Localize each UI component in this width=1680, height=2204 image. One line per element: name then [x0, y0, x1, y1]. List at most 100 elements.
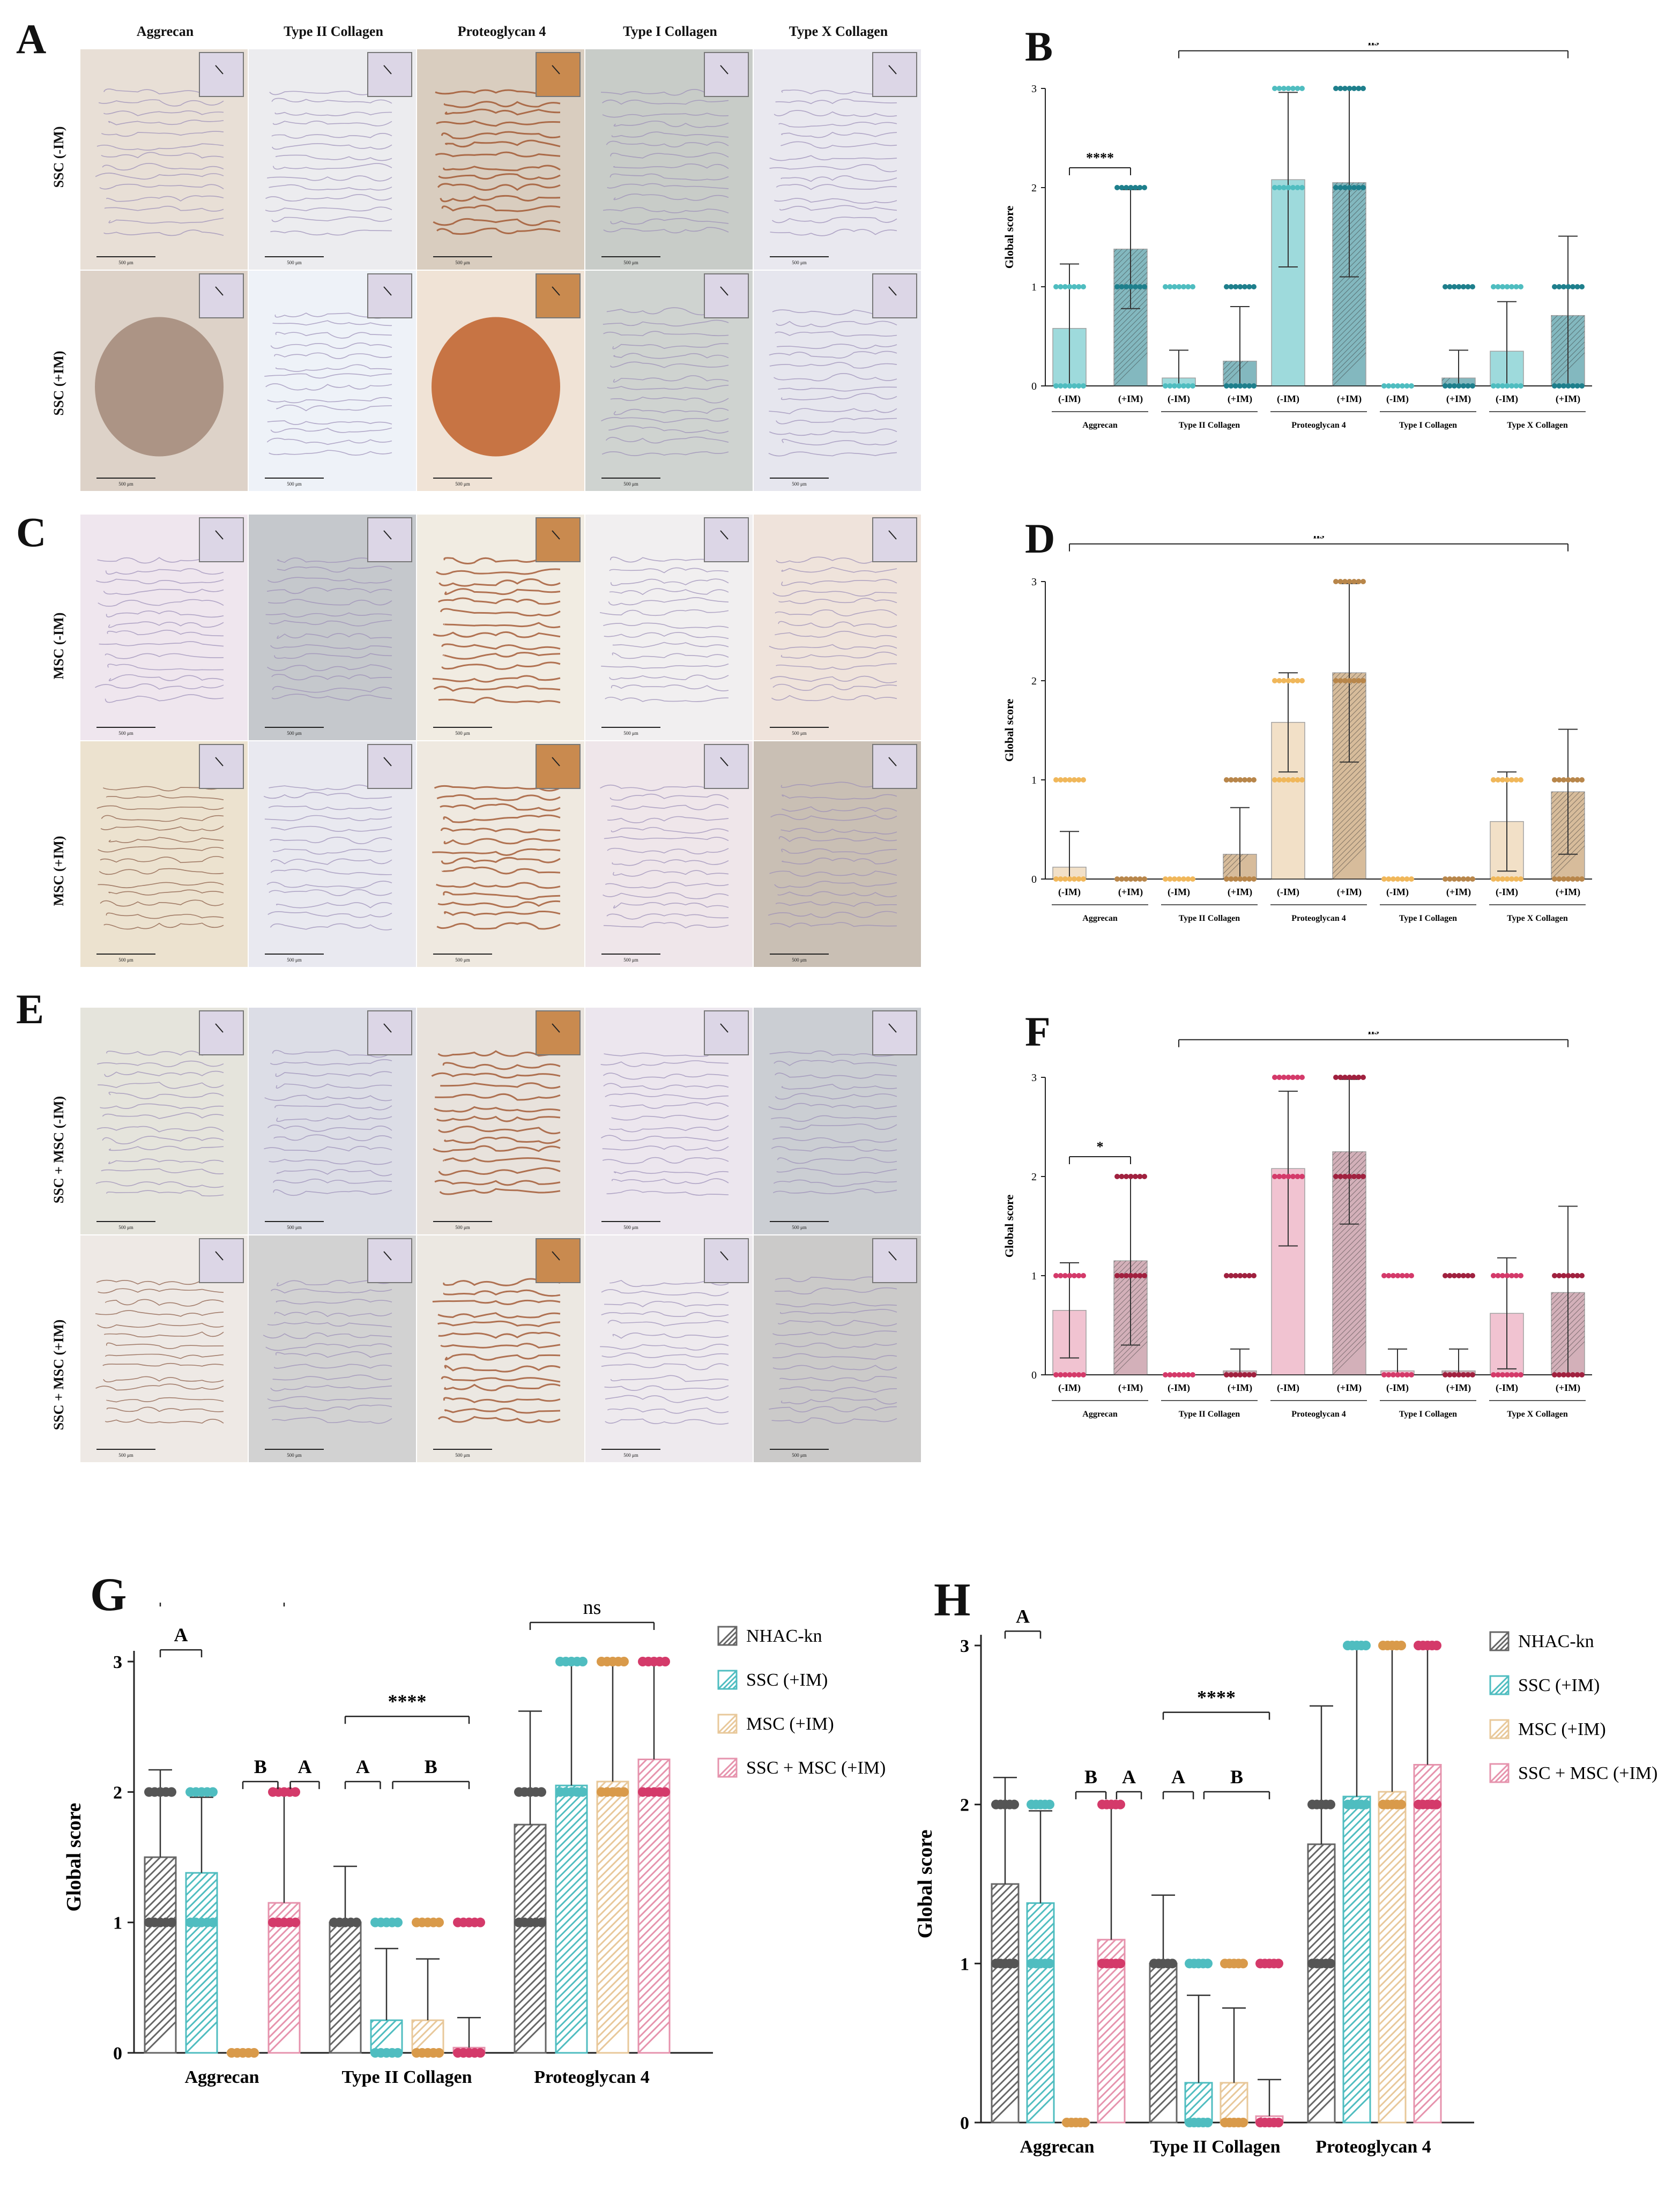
data-point [1518, 1372, 1523, 1378]
panel-label-b: B [1025, 23, 1053, 70]
bar-hatch [1378, 1847, 1407, 1876]
tissue-fiber [612, 1178, 729, 1185]
bar-hatch [1332, 320, 1366, 354]
legend-label: MSC (+IM) [1518, 1719, 1606, 1739]
data-point [1504, 876, 1510, 882]
data-point [1281, 1075, 1287, 1080]
bar-hatch [637, 1976, 671, 2009]
data-point [1518, 383, 1523, 389]
data-point [1561, 383, 1566, 389]
bar-hatch [1307, 1982, 1336, 2011]
tissue-fiber [270, 1059, 392, 1066]
data-point [1361, 579, 1366, 584]
bar-hatch [1332, 331, 1366, 365]
bar-hatch [1149, 1967, 1178, 1996]
data-point [1116, 1799, 1125, 1810]
tissue-fiber [607, 384, 729, 390]
bar-hatch [329, 1923, 362, 1956]
bar-hatch [1378, 2020, 1407, 2049]
inset-magnification [872, 52, 917, 97]
y-tick-label: 1 [1031, 281, 1037, 293]
bar-hatch [1342, 1960, 1371, 1989]
bar-hatch [596, 1803, 629, 1836]
bar-hatch [1551, 1292, 1575, 1316]
tissue-fiber [602, 1145, 729, 1151]
tissue-fiber [769, 428, 897, 436]
micrograph-a-r1-c2: 500 μm [417, 271, 584, 491]
data-point [1053, 1273, 1059, 1278]
tissue-fiber [778, 621, 897, 628]
data-point [1386, 876, 1392, 882]
bar-hatch [1342, 1982, 1371, 2011]
tissue-fiber [781, 848, 897, 854]
bar-hatch [991, 1990, 1020, 2019]
category-label: Aggrecan [1082, 421, 1118, 430]
bar-hatch [1332, 749, 1366, 783]
tissue-fiber [108, 1091, 224, 1099]
tissue-section-image: 500 μm [600, 1238, 749, 1458]
data-point [1290, 185, 1296, 190]
data-point [1167, 284, 1173, 289]
bar-hatch [1551, 315, 1558, 322]
bar-hatch [1378, 1840, 1407, 1868]
category-label: Type I Collagen [1399, 1410, 1457, 1419]
bar-hatch [1026, 1907, 1055, 1936]
category-label: Aggrecan [184, 2067, 259, 2087]
data-point [1124, 284, 1129, 289]
tissue-fiber [271, 1288, 392, 1294]
bar-hatch [1097, 1997, 1126, 2026]
bar-hatch [1332, 336, 1366, 370]
y-tick-label: 0 [1031, 874, 1037, 885]
tissue-fiber [771, 1115, 897, 1122]
data-point [1356, 86, 1362, 91]
bar-hatch [144, 1991, 177, 2024]
tissue-fiber [601, 1352, 729, 1358]
data-point [1500, 1372, 1505, 1378]
bar-hatch [555, 2013, 588, 2046]
scale-bar-label: 500 μm [287, 731, 302, 736]
tissue-fiber [105, 694, 224, 703]
bar-hatch [267, 1923, 301, 1956]
bar-hatch [637, 1923, 671, 1956]
arrow-marker [720, 1251, 729, 1261]
data-point [1058, 876, 1064, 882]
bar-hatch [1149, 2095, 1178, 2124]
bar-hatch [1149, 2065, 1178, 2094]
bar-hatch [370, 2020, 374, 2024]
bar-hatch [1149, 2012, 1178, 2041]
bar-hatch [991, 1930, 1020, 1959]
data-point [1409, 1372, 1414, 1378]
bar-hatch [1551, 315, 1579, 344]
tissue-fiber [440, 1082, 561, 1089]
tissue-fiber [613, 193, 729, 201]
category-label: Type II Collagen [1179, 914, 1240, 923]
bar-hatch [370, 2020, 397, 2046]
category-label: Proteoglycan 4 [1291, 421, 1346, 430]
category-label: Type X Collagen [1507, 1410, 1568, 1419]
data-point [1509, 1273, 1514, 1278]
bar-hatch [144, 1878, 177, 1911]
bar-label: (-IM) [1168, 393, 1190, 405]
data-point [1133, 876, 1138, 882]
bar-hatch [1378, 2072, 1407, 2101]
data-point [1470, 1273, 1475, 1278]
bar-hatch [1332, 1212, 1366, 1247]
bar-hatch [1413, 2065, 1442, 2094]
tissue-fiber [276, 1115, 392, 1122]
data-point [1053, 777, 1059, 783]
bar-hatch [991, 1975, 1020, 2004]
tissue-fiber [437, 1416, 561, 1424]
bar-hatch [555, 1796, 588, 1829]
bar-hatch [1113, 1341, 1148, 1375]
bar-hatch [329, 2013, 362, 2046]
tissue-fiber [104, 205, 224, 212]
arrow-marker [215, 286, 224, 296]
bar-hatch [596, 1886, 629, 1919]
bar-hatch [1378, 2012, 1407, 2041]
tissue-fiber [603, 319, 729, 327]
inset-magnification [367, 517, 412, 562]
bar-hatch [637, 1961, 671, 1994]
tissue-fiber [609, 173, 729, 181]
data-point [1342, 678, 1348, 683]
data-point [1076, 876, 1082, 882]
